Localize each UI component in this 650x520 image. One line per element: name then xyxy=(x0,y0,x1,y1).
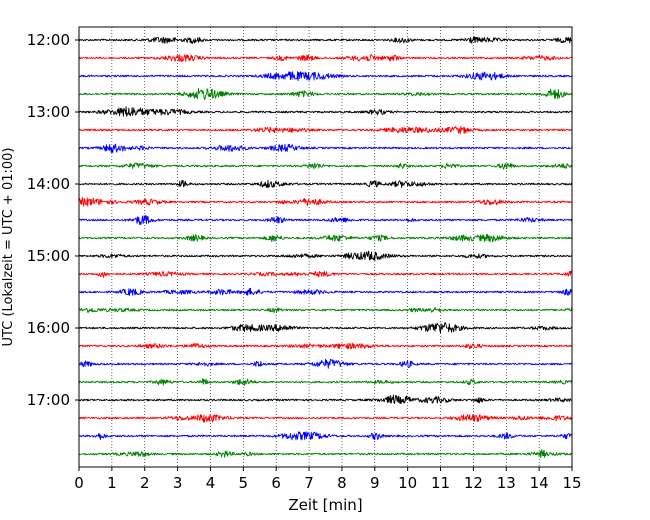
trace-line xyxy=(78,143,573,154)
x-tick-label: 6 xyxy=(271,474,281,492)
trace-line xyxy=(78,250,573,262)
y-tick-label: 17:00 xyxy=(27,391,70,409)
trace-line xyxy=(78,270,573,278)
y-tick-label: 13:00 xyxy=(27,103,70,121)
x-tick-label: 15 xyxy=(562,474,581,492)
axis-ticks: 0 1 2 3 4 5 6 7 8 9 10 11 12 13 14 1512:0013:0014:0015:… xyxy=(27,31,582,492)
trace-line xyxy=(78,449,573,459)
trace-line xyxy=(78,179,573,189)
x-tick-label: 4 xyxy=(206,474,216,492)
x-tick-label: 11 xyxy=(431,474,450,492)
trace-line xyxy=(78,233,573,243)
x-tick-label: 0 xyxy=(74,474,84,492)
trace-line xyxy=(78,162,573,170)
x-tick-label: 12 xyxy=(464,474,483,492)
trace-line xyxy=(78,71,573,82)
trace-line xyxy=(78,54,573,63)
trace-line xyxy=(78,125,573,135)
x-axis-label: Zeit [min] xyxy=(288,496,362,514)
trace-line xyxy=(78,307,573,314)
x-tick-label: 14 xyxy=(530,474,549,492)
x-tick-label: 9 xyxy=(370,474,380,492)
y-tick-label: 12:00 xyxy=(27,31,70,49)
trace-line xyxy=(78,414,573,423)
trace-line xyxy=(78,431,573,441)
trace-line xyxy=(78,36,573,44)
y-tick-label: 15:00 xyxy=(27,247,70,265)
trace-line xyxy=(78,394,573,405)
trace-line xyxy=(78,287,573,296)
x-tick-label: 3 xyxy=(173,474,183,492)
trace-line xyxy=(78,214,573,226)
trace-lines xyxy=(78,36,573,459)
x-tick-label: 8 xyxy=(337,474,347,492)
y-axis-label: UTC (Lokalzeit = UTC + 01:00) xyxy=(1,148,16,347)
x-tick-label: 7 xyxy=(304,474,314,492)
y-tick-label: 16:00 xyxy=(27,319,70,337)
grid-lines xyxy=(111,27,540,467)
x-tick-label: 5 xyxy=(239,474,249,492)
x-tick-label: 13 xyxy=(497,474,516,492)
x-tick-label: 10 xyxy=(398,474,417,492)
x-tick-label: 2 xyxy=(140,474,150,492)
plot-frame xyxy=(78,26,573,468)
trace-line xyxy=(78,342,573,350)
trace-line xyxy=(78,358,573,369)
trace-line xyxy=(78,322,573,334)
trace-line xyxy=(78,378,573,386)
y-tick-label: 14:00 xyxy=(27,175,70,193)
trace-line xyxy=(78,106,573,117)
trace-line xyxy=(78,88,573,100)
x-tick-label: 1 xyxy=(107,474,117,492)
trace-line xyxy=(78,197,573,207)
